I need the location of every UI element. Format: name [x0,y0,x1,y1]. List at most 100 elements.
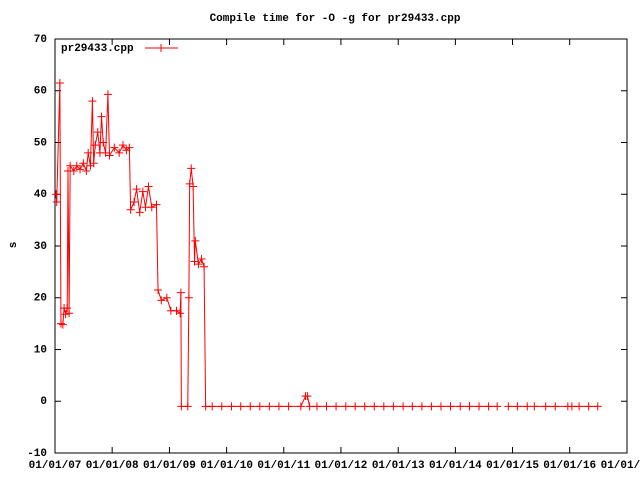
point-marker [138,187,147,196]
point-marker [456,402,465,411]
point-marker [584,402,593,411]
point-marker [427,402,436,411]
point-marker [69,166,78,175]
point-marker [351,402,360,411]
point-marker [236,402,245,411]
point-marker [61,310,70,319]
x-tick-label: 01/01/16 [543,460,596,472]
point-marker [89,159,98,168]
point-marker [183,402,192,411]
point-marker [91,141,100,150]
point-marker [55,78,64,87]
point-marker [176,288,185,297]
point-marker [110,143,119,152]
point-marker [157,296,166,305]
point-marker [523,402,532,411]
point-marker [162,293,171,302]
point-marker [530,402,539,411]
y-tick-label: 50 [34,137,47,149]
point-marker [305,402,314,411]
point-marker [79,159,88,168]
point-marker [246,402,255,411]
x-tick-label: 01/01/07 [29,460,82,472]
x-tick-label: 01/01/11 [257,460,310,472]
point-marker [65,309,74,318]
x-tick-label: 01/01/12 [315,460,368,472]
y-tick-label: -10 [27,448,47,460]
point-marker [284,402,293,411]
point-marker [88,97,97,106]
point-marker [56,319,65,328]
legend-label: pr29433.cpp [61,43,134,55]
y-tick-label: 70 [34,34,47,46]
point-marker [227,402,236,411]
point-marker [115,148,124,157]
plot-frame [54,38,628,454]
point-marker [341,402,350,411]
point-marker [125,143,134,152]
point-marker [187,164,196,173]
point-marker [126,205,135,214]
point-marker [274,402,283,411]
point-marker [312,402,321,411]
chart-title: Compile time for -O -g for pr29433.cpp [210,13,461,25]
point-marker [197,254,206,263]
point-marker [184,293,193,302]
point-marker [296,402,305,411]
point-marker [135,208,144,217]
point-marker [255,402,264,411]
point-marker [475,402,484,411]
point-marker [99,138,108,147]
point-marker [103,90,112,99]
point-marker [217,402,226,411]
point-marker [541,402,550,411]
point-marker [493,402,502,411]
y-tick-label: 10 [34,344,47,356]
point-marker [567,402,576,411]
y-tick-label: 30 [34,241,47,253]
point-marker [208,402,217,411]
y-tick-label: 60 [34,86,47,98]
y-tick-label: 0 [40,396,47,408]
point-marker [82,166,91,175]
point-marker [76,165,85,174]
point-marker [322,402,331,411]
y-axis-label: s [8,242,20,249]
point-marker [144,182,153,191]
point-marker [189,182,198,191]
x-tick-label: 01/01/13 [372,460,425,472]
point-marker [465,402,474,411]
point-marker [408,402,417,411]
point-marker [593,402,602,411]
point-marker [93,128,102,137]
point-marker [575,402,584,411]
point-marker [417,402,426,411]
point-marker [72,161,81,170]
point-marker [63,304,72,313]
point-marker [58,320,67,329]
x-tick-label: 01/01/10 [200,460,253,472]
point-marker [504,402,513,411]
point-marker [551,402,560,411]
point-marker [389,402,398,411]
x-tick-label: 01/01/08 [86,460,139,472]
point-marker [191,236,200,245]
x-tick-label: 01/01/09 [143,460,196,472]
series-line [55,82,598,407]
point-marker [436,402,445,411]
point-marker [484,402,493,411]
legend-swatch [145,44,178,52]
point-marker [118,141,127,150]
point-marker [84,148,93,157]
point-marker [132,185,141,194]
point-marker [399,402,408,411]
point-marker [52,198,61,207]
point-marker [194,260,203,269]
point-marker [152,200,161,209]
point-marker [265,402,274,411]
x-tick-label: 01/01/15 [486,460,539,472]
y-tick-label: 40 [34,189,47,201]
point-marker [360,402,369,411]
point-marker [446,402,455,411]
